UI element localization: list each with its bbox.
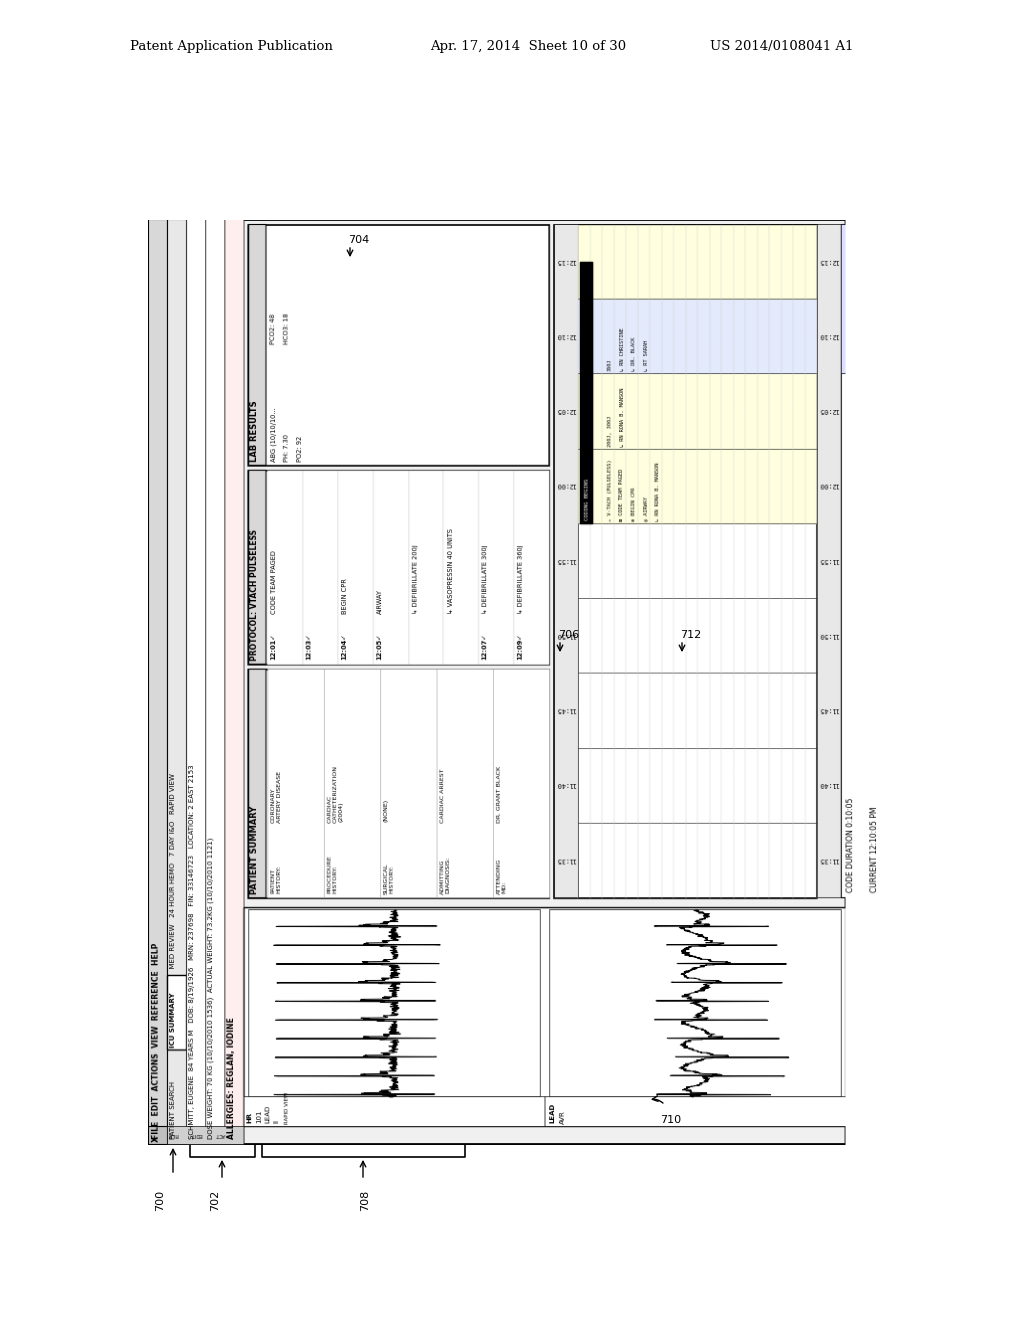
- Text: US 2014/0108041 A1: US 2014/0108041 A1: [710, 40, 853, 53]
- Text: 706: 706: [558, 630, 580, 640]
- Text: 704: 704: [348, 235, 370, 246]
- Text: 702: 702: [210, 1191, 220, 1212]
- Text: FIG. 7B.: FIG. 7B.: [770, 931, 852, 948]
- Text: 700: 700: [155, 1191, 165, 1212]
- Text: 708: 708: [360, 1191, 370, 1212]
- Text: Apr. 17, 2014  Sheet 10 of 30: Apr. 17, 2014 Sheet 10 of 30: [430, 40, 626, 53]
- Text: 712: 712: [680, 630, 701, 640]
- Text: 710: 710: [660, 1115, 681, 1125]
- Text: Patent Application Publication: Patent Application Publication: [130, 40, 333, 53]
